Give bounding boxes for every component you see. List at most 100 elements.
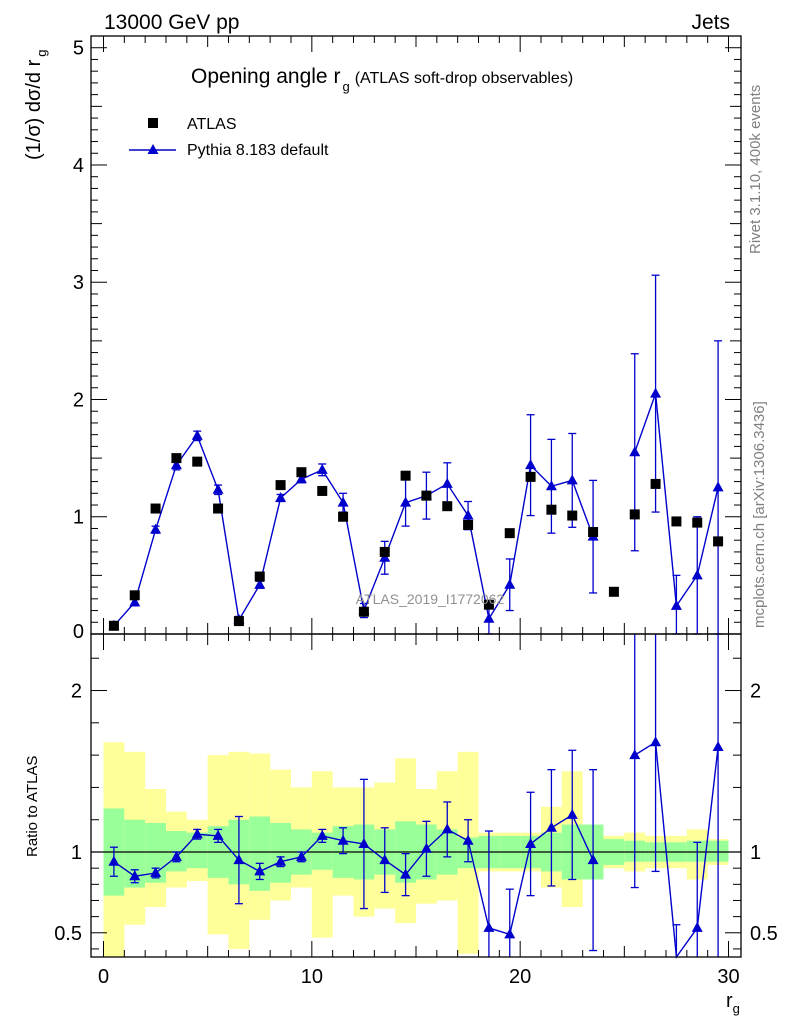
top-mc-point-29 (712, 481, 724, 492)
band-inner-1 (124, 819, 146, 888)
top-mc-point-16 (441, 477, 453, 488)
band-inner-8 (270, 822, 291, 883)
top-mc-point-19 (504, 578, 516, 589)
top-mc-point-9 (295, 473, 307, 484)
top-mc-point-20 (525, 459, 537, 470)
top-data-point-19 (504, 528, 515, 539)
top-data-point-9 (296, 467, 307, 478)
ratio-mc-point-28 (691, 921, 703, 932)
top-data-point-17 (463, 519, 474, 530)
top-mc-point-5 (212, 483, 224, 494)
ratio-mc-point-3 (170, 850, 182, 861)
ratio-mc-point-6 (233, 854, 245, 865)
top-ytick-label-4: 4 (73, 155, 84, 177)
top-data-point-25 (629, 509, 640, 520)
top-ytick-label-0: 0 (73, 621, 84, 643)
ratio-mc-point-9 (295, 850, 307, 861)
top-data-point-14 (400, 470, 411, 481)
top-mc-line-0 (113, 434, 594, 627)
ratio-mc-point-25 (629, 749, 641, 760)
ratio-ytick-label-r-2: 2 (750, 681, 761, 703)
xtick-label-2: 20 (509, 966, 531, 988)
top-mc-point-3 (170, 459, 182, 470)
top-data-point-15 (421, 490, 432, 501)
top-ytick-label-5: 5 (73, 38, 84, 60)
top-data-point-4 (192, 456, 203, 467)
top-data-point-18 (483, 599, 494, 610)
ratio-mc-point-13 (379, 854, 391, 865)
top-data-point-1 (129, 590, 140, 601)
xtick-label-0: 0 (98, 966, 109, 988)
ratio-mc-point-1 (129, 870, 141, 881)
svg-text:Opening angle rg(ATLAS soft-dr: Opening angle r g (ATLAS soft-drop observa… (191, 65, 573, 94)
top-mc-point-14 (400, 496, 412, 507)
ratio-mc-point-22 (566, 808, 578, 819)
ratio-mc-point-17 (462, 834, 474, 845)
top-data-point-16 (442, 501, 453, 512)
legend-atlas-label: ATLAS (187, 116, 237, 133)
ratio-mc-point-21 (545, 821, 557, 832)
top-mc-point-4 (191, 429, 203, 440)
ratio-mc-point-23 (587, 854, 599, 865)
xtick-label-3: 30 (717, 966, 739, 988)
top-data-point-20 (525, 471, 536, 482)
title-sub: g (342, 79, 349, 94)
ratio-mc-point-26 (650, 736, 662, 747)
top-data-point-27 (671, 516, 682, 527)
ratio-mc-point-8 (275, 855, 287, 866)
rivet-label: Rivet 3.1.10, 400k events (747, 85, 764, 254)
ratio-mc-point-12 (358, 837, 370, 848)
legend: ATLAS Pythia 8.183 default (129, 116, 329, 159)
top-mc-point-2 (150, 523, 162, 534)
legend-mc-marker (147, 144, 159, 154)
top-mc-point-25 (629, 446, 641, 457)
legend-atlas-marker (148, 118, 158, 128)
top-ylabel-main: (1/σ) dσ/d r (23, 59, 45, 160)
top-mc-point-21 (545, 480, 557, 491)
top-ytick-label-2: 2 (73, 389, 84, 411)
top-data-point-21 (546, 504, 557, 515)
top-data-point-28 (692, 517, 703, 528)
top-mc-point-22 (566, 474, 578, 485)
top-mc-point-8 (275, 491, 287, 502)
top-mc-point-10 (316, 463, 328, 474)
top-mc-point-11 (337, 496, 349, 507)
ratio-ytick-label-l-2: 2 (71, 681, 82, 703)
ratio-ytick-label-l-1: 1 (71, 842, 82, 864)
ratio-mc-point-16 (441, 823, 453, 834)
ratio-mc-point-15 (420, 842, 432, 853)
top-mc-point-28 (691, 569, 703, 580)
top-ylabel-sub: g (34, 50, 49, 57)
band-inner-7 (249, 816, 271, 891)
ratio-mc-point-2 (150, 867, 162, 878)
ratio-ytick-label-l-0: 0.5 (54, 923, 82, 945)
top-data-point-10 (317, 485, 328, 496)
top-ytick-label-1: 1 (73, 507, 84, 529)
ratio-mc-point-11 (337, 834, 349, 845)
top-data-point-11 (338, 511, 349, 522)
top-data-point-22 (567, 510, 578, 521)
header-right: Jets (691, 11, 730, 34)
top-data-point-0 (108, 620, 119, 631)
title-paren: (ATLAS soft-drop observables) (355, 70, 573, 87)
title-main: Opening angle r (191, 65, 340, 88)
ratio-mc-point-20 (525, 837, 537, 848)
top-data-series (108, 453, 724, 631)
top-data-point-7 (254, 571, 265, 582)
top-mc-point-17 (462, 509, 474, 520)
top-data-point-2 (150, 503, 161, 514)
svg-text:(1/σ) dσ/d rg: (1/σ) dσ/d r g (23, 50, 49, 161)
mcplots-label: mcplots.cern.ch [arXiv:1306.3436] (751, 401, 768, 628)
top-data-point-23 (588, 526, 599, 537)
top-mc-series (108, 274, 724, 635)
top-data-point-3 (171, 453, 182, 464)
top-mc-point-18 (483, 612, 495, 623)
top-mc-point-7 (254, 578, 266, 589)
ratio-mc-point-19 (504, 928, 516, 939)
xlabel-sub: g (733, 1001, 740, 1016)
top-data-point-29 (713, 536, 724, 547)
top-data-point-26 (650, 478, 661, 489)
ratio-mc-point-0 (108, 855, 120, 866)
ratio-mc-point-7 (254, 865, 266, 876)
